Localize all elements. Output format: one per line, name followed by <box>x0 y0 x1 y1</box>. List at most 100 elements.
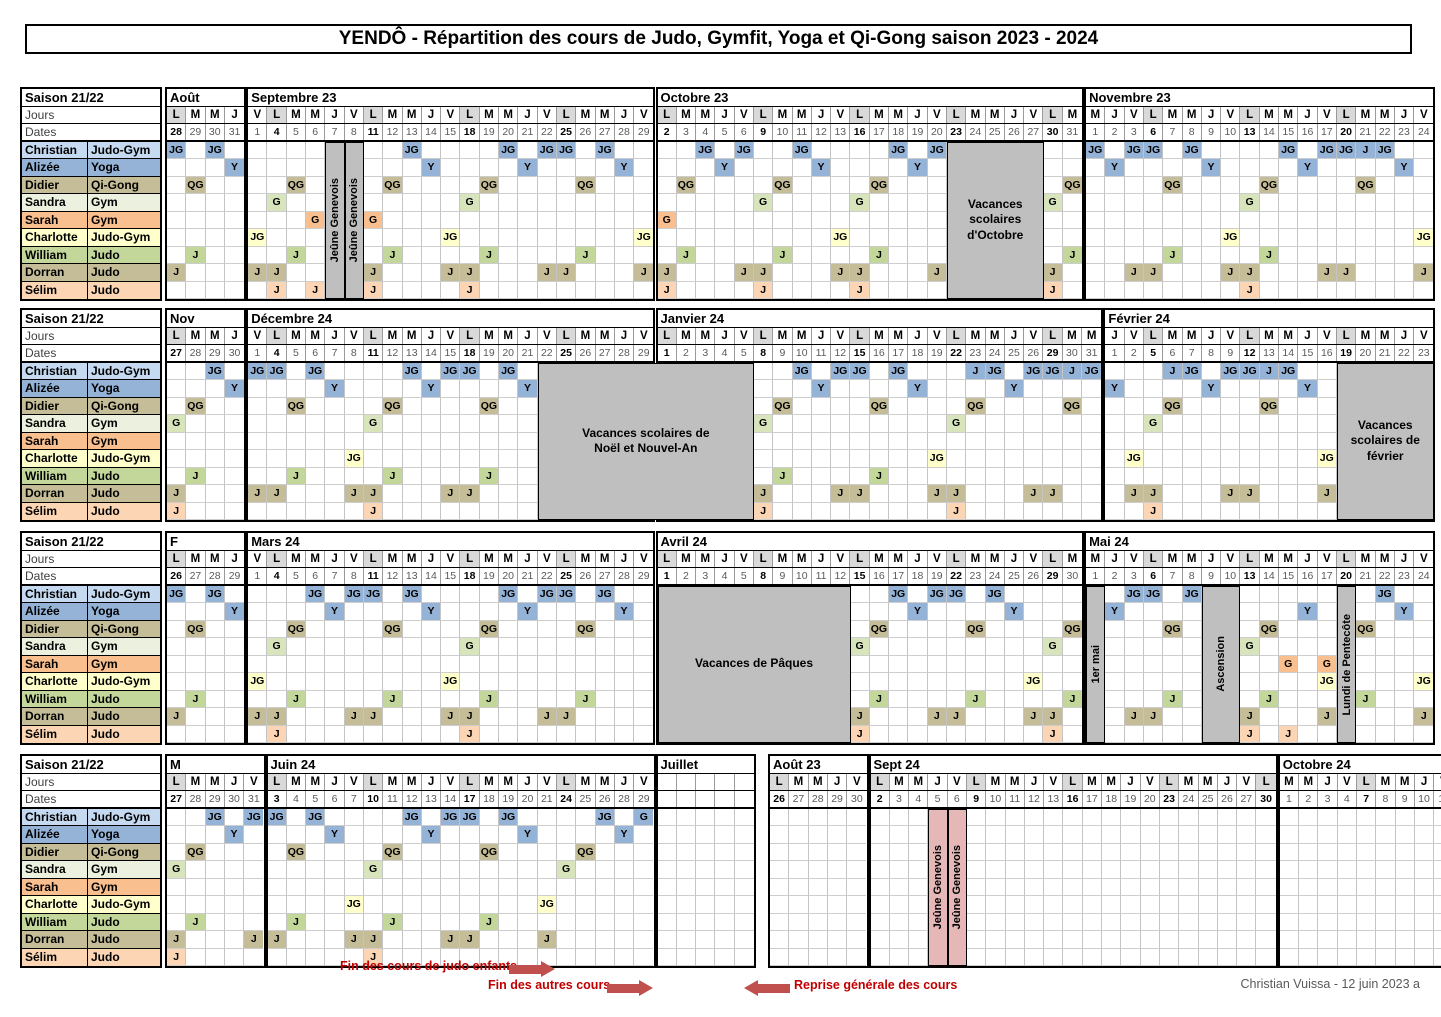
empty-cell[interactable] <box>1414 691 1434 708</box>
date-cell[interactable]: 6 <box>325 791 345 807</box>
person-activity[interactable]: Yoga <box>88 603 160 620</box>
day-cell[interactable]: L <box>167 550 187 567</box>
empty-cell[interactable] <box>421 673 442 691</box>
mark-cell[interactable]: J <box>1240 485 1260 503</box>
mark-cell[interactable]: JG <box>167 585 187 603</box>
date-cell[interactable]: 28 <box>186 345 206 361</box>
mark-cell[interactable]: J <box>244 931 264 949</box>
date-cell[interactable]: 9 <box>773 345 793 361</box>
empty-cell[interactable] <box>850 603 870 621</box>
day-cell[interactable]: L <box>753 106 774 123</box>
empty-cell[interactable] <box>518 281 538 299</box>
empty-cell[interactable] <box>1043 690 1063 708</box>
empty-cell[interactable] <box>186 264 206 282</box>
empty-cell[interactable] <box>634 691 654 708</box>
mark-cell[interactable]: J <box>1043 264 1063 282</box>
empty-cell[interactable] <box>908 502 928 520</box>
empty-cell[interactable] <box>1163 603 1183 621</box>
day-cell[interactable]: V <box>345 106 364 123</box>
empty-cell[interactable] <box>1086 264 1106 282</box>
empty-cell[interactable] <box>205 211 225 229</box>
empty-cell[interactable] <box>715 211 735 229</box>
empty-cell[interactable] <box>1121 808 1141 826</box>
mark-cell[interactable]: JG <box>1086 141 1106 159</box>
empty-cell[interactable] <box>1298 502 1318 520</box>
empty-cell[interactable] <box>1043 673 1063 691</box>
empty-cell[interactable] <box>1024 931 1045 949</box>
empty-cell[interactable] <box>267 229 287 247</box>
date-cell[interactable]: 19 <box>1121 791 1141 807</box>
empty-cell[interactable] <box>441 176 461 194</box>
empty-cell[interactable] <box>1082 503 1102 520</box>
empty-cell[interactable] <box>344 843 364 861</box>
mark-cell[interactable]: JG <box>850 362 870 380</box>
person-name[interactable]: William <box>22 690 88 707</box>
empty-cell[interactable] <box>248 281 268 299</box>
date-cell[interactable]: 15 <box>1298 345 1318 361</box>
date-cell[interactable]: 29 <box>1043 568 1063 584</box>
empty-cell[interactable] <box>715 176 735 194</box>
mark-cell[interactable]: J <box>363 931 384 949</box>
empty-cell[interactable] <box>460 380 480 398</box>
empty-cell[interactable] <box>1043 450 1063 468</box>
date-cell[interactable]: 5 <box>1144 345 1164 361</box>
mark-cell[interactable]: J <box>479 467 500 485</box>
empty-cell[interactable] <box>537 725 557 743</box>
empty-cell[interactable] <box>831 176 851 194</box>
empty-cell[interactable] <box>267 176 287 194</box>
mark-cell[interactable]: J <box>1062 690 1083 708</box>
empty-cell[interactable] <box>676 931 697 949</box>
date-cell[interactable]: 16 <box>870 345 890 361</box>
empty-cell[interactable] <box>966 896 987 914</box>
empty-cell[interactable] <box>499 211 519 229</box>
mark-cell[interactable]: Y <box>518 159 538 177</box>
mark-cell[interactable]: G <box>634 808 654 826</box>
empty-cell[interactable] <box>499 281 519 299</box>
mark-cell[interactable]: JG <box>167 141 187 159</box>
empty-cell[interactable] <box>224 726 245 743</box>
day-cell[interactable]: L <box>363 773 384 790</box>
empty-cell[interactable] <box>1063 896 1083 914</box>
empty-cell[interactable] <box>286 725 307 743</box>
empty-cell[interactable] <box>792 467 812 485</box>
day-cell[interactable]: M <box>1183 106 1202 123</box>
day-cell[interactable]: J <box>1318 773 1338 790</box>
empty-cell[interactable] <box>1279 931 1300 949</box>
empty-cell[interactable] <box>985 690 1005 708</box>
empty-cell[interactable] <box>1414 656 1434 673</box>
empty-cell[interactable] <box>927 229 947 247</box>
day-cell[interactable]: L <box>460 106 480 123</box>
empty-cell[interactable] <box>441 281 461 299</box>
mark-cell[interactable]: Y <box>224 159 245 177</box>
empty-cell[interactable] <box>614 281 635 299</box>
day-cell[interactable]: L <box>657 106 677 123</box>
empty-cell[interactable] <box>1182 246 1202 264</box>
empty-cell[interactable] <box>1298 585 1318 603</box>
empty-cell[interactable] <box>889 603 909 621</box>
season-header[interactable]: Saison 21/22 <box>22 89 160 107</box>
empty-cell[interactable] <box>1394 229 1415 247</box>
date-cell[interactable]: 20 <box>518 791 538 807</box>
day-cell[interactable]: L <box>770 773 790 790</box>
date-cell[interactable] <box>677 791 697 807</box>
empty-cell[interactable] <box>286 931 307 949</box>
empty-cell[interactable] <box>306 397 326 415</box>
empty-cell[interactable] <box>460 585 480 603</box>
day-cell[interactable]: L <box>870 773 890 790</box>
empty-cell[interactable] <box>909 878 929 896</box>
empty-cell[interactable] <box>1024 467 1044 485</box>
empty-cell[interactable] <box>1279 708 1299 726</box>
empty-cell[interactable] <box>1062 673 1083 691</box>
mark-cell[interactable]: JG <box>499 808 519 826</box>
mark-cell[interactable]: J <box>460 931 480 949</box>
empty-cell[interactable] <box>576 931 596 949</box>
empty-cell[interactable] <box>325 397 345 415</box>
day-cell[interactable]: M <box>1086 106 1106 123</box>
date-cell[interactable]: 15 <box>850 568 870 584</box>
empty-cell[interactable] <box>441 415 461 433</box>
empty-cell[interactable] <box>734 229 754 247</box>
day-cell[interactable]: V <box>1419 329 1428 342</box>
empty-cell[interactable] <box>460 826 480 844</box>
empty-cell[interactable] <box>634 861 654 879</box>
empty-cell[interactable] <box>908 585 928 603</box>
